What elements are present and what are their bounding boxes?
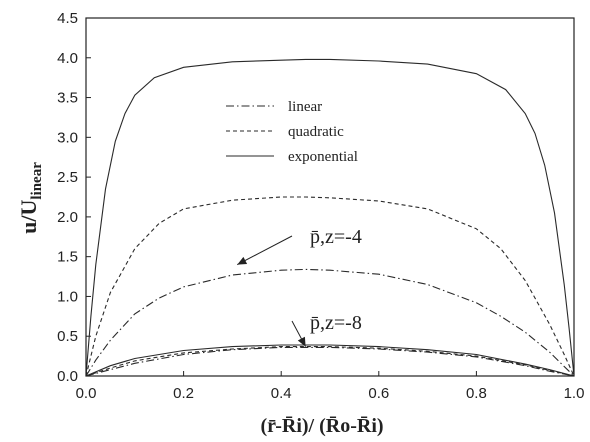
y-tick-label: 0.0 — [57, 368, 78, 385]
x-tick-label: 0.8 — [466, 385, 487, 402]
y-tick-label: 0.5 — [57, 328, 78, 345]
series-line — [85, 58, 575, 377]
y-tick-label: 4.5 — [57, 10, 78, 27]
legend: linear quadratic exponential — [226, 99, 358, 165]
y-tick-label: 3.5 — [57, 90, 78, 107]
x-tick-label: 0.0 — [76, 385, 97, 402]
legend-label: linear — [288, 99, 322, 115]
x-tick-label: 1.0 — [564, 385, 585, 402]
x-axis-title: (r̄-R̄i)/ (R̄o-R̄i) — [260, 415, 383, 437]
annotation-label: p̄,z=-4 — [310, 226, 362, 248]
annotations: p̄,z=-4 p̄,z=-8 — [237, 226, 362, 347]
series-line — [85, 346, 575, 377]
series-line — [85, 268, 575, 377]
annotation: p̄,z=-4 — [237, 226, 362, 266]
annotation-label: p̄,z=-8 — [310, 312, 362, 334]
annotation: p̄,z=-8 — [291, 312, 362, 347]
y-tick-label: 1.0 — [57, 288, 78, 305]
series-line — [85, 344, 575, 377]
plot-area-frame — [85, 17, 575, 377]
x-tick-label: 0.6 — [368, 385, 389, 402]
annotation-arrowhead — [297, 336, 306, 347]
series-line — [85, 346, 575, 377]
legend-label: quadratic — [288, 124, 344, 140]
annotation-arrowhead — [237, 256, 248, 265]
annotation-arrow-line — [237, 235, 293, 266]
legend-label: exponential — [288, 149, 358, 165]
x-tick-label: 0.2 — [173, 385, 194, 402]
series-line — [85, 196, 575, 377]
y-tick-label: 3.0 — [57, 129, 78, 146]
axis-tick-labels: 0.0 0.5 1.0 1.5 2.0 2.5 3.0 3.5 4.0 4.5 0.0 0.2 0.4 0… — [57, 10, 584, 402]
y-tick-label: 2.0 — [57, 209, 78, 226]
series-lines — [85, 58, 575, 377]
y-tick-label: 4.0 — [57, 50, 78, 67]
x-tick-label: 0.4 — [271, 385, 292, 402]
y-tick-label: 2.5 — [57, 169, 78, 186]
y-tick-label: 1.5 — [57, 249, 78, 266]
y-axis-title: u/Ulinear — [16, 162, 45, 234]
